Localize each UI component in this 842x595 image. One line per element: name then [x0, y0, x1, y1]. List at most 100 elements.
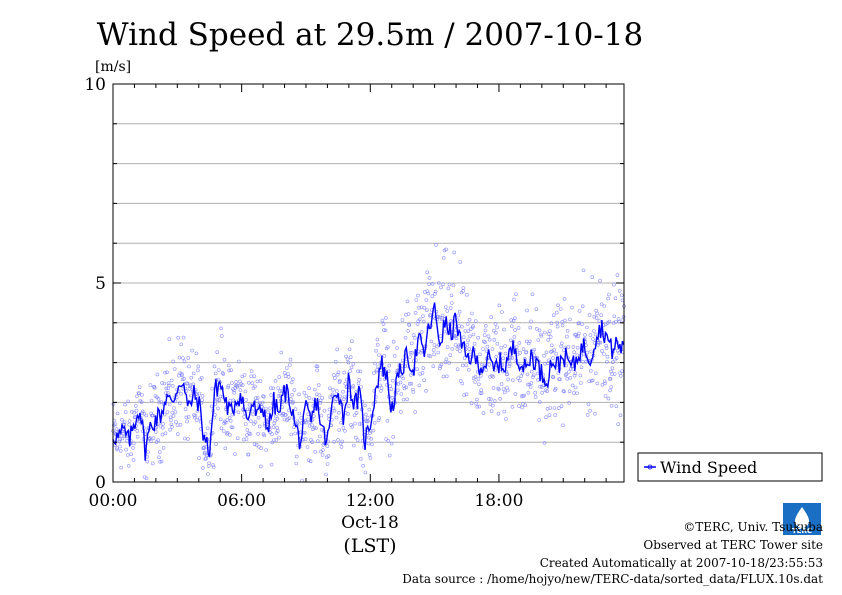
raw-sample-point [193, 415, 197, 420]
raw-sample-point [492, 338, 497, 342]
raw-sample-point [242, 414, 246, 419]
raw-sample-point [431, 348, 436, 352]
raw-sample-point [433, 289, 438, 294]
raw-sample-point [381, 322, 386, 326]
raw-sample-point [168, 427, 172, 432]
raw-sample-point [160, 432, 165, 437]
source-text: Data source : /home/hojyo/new/TERC-data/… [402, 572, 823, 586]
raw-sample-point [392, 353, 397, 358]
raw-sample-point [137, 391, 141, 396]
raw-sample-point [565, 376, 570, 381]
raw-sample-point [167, 402, 172, 407]
raw-sample-point [472, 341, 477, 346]
raw-sample-point [228, 418, 233, 423]
raw-sample-point [516, 326, 521, 330]
raw-sample-point [346, 404, 351, 408]
raw-sample-point [304, 394, 309, 398]
raw-sample-point [375, 337, 380, 342]
raw-sample-point [458, 349, 462, 354]
raw-sample-point [534, 307, 539, 312]
raw-sample-point [273, 378, 278, 383]
raw-sample-point [405, 397, 409, 402]
raw-sample-point [534, 326, 539, 331]
raw-sample-point [520, 405, 524, 410]
raw-sample-point [548, 335, 553, 339]
raw-sample-point [399, 410, 403, 414]
raw-sample-point [487, 362, 492, 367]
raw-sample-point [513, 392, 518, 396]
raw-sample-point [262, 433, 267, 438]
raw-sample-point [565, 334, 569, 339]
raw-sample-point [276, 394, 281, 398]
raw-sample-point [255, 398, 259, 403]
raw-sample-point [510, 378, 515, 383]
raw-sample-point [389, 441, 394, 446]
raw-sample-point [547, 413, 552, 418]
raw-sample-point [497, 303, 502, 308]
raw-sample-point [119, 465, 123, 470]
raw-sample-point [519, 374, 524, 378]
created-text: Created Automatically at 2007-10-18/23:5… [540, 556, 823, 570]
raw-sample-point [144, 476, 149, 481]
raw-sample-point [410, 350, 414, 355]
raw-sample-point [341, 426, 346, 430]
raw-sample-point [216, 406, 220, 411]
raw-sample-point [297, 392, 301, 397]
raw-sample-point [588, 408, 592, 413]
raw-sample-point [166, 390, 170, 395]
raw-sample-point [172, 406, 176, 410]
credits: ©TERC, Univ. Tsukuba Observed at TERC To… [402, 520, 823, 586]
raw-sample-point [123, 402, 127, 407]
raw-sample-point [299, 416, 304, 420]
raw-sample-point [195, 392, 199, 397]
raw-sample-point [377, 416, 382, 420]
raw-sample-point [275, 429, 280, 433]
x-tick-label: 00:00 [89, 491, 138, 511]
raw-sample-point [372, 371, 376, 375]
raw-sample-point [558, 307, 563, 311]
raw-sample-point [235, 436, 240, 441]
raw-sample-point [214, 442, 218, 447]
raw-sample-point [186, 415, 191, 419]
raw-sample-point [620, 369, 624, 374]
raw-sample-point [427, 282, 431, 286]
raw-sample-point [598, 340, 603, 345]
raw-sample-point [434, 243, 438, 247]
raw-sample-point [512, 297, 516, 302]
raw-sample-point [386, 438, 391, 443]
raw-sample-point [165, 370, 169, 375]
raw-sample-point [302, 390, 307, 395]
raw-sample-point [232, 390, 236, 395]
raw-sample-point [351, 384, 355, 388]
raw-sample-point [149, 439, 153, 444]
raw-sample-point [462, 356, 467, 360]
raw-sample-point [370, 442, 374, 447]
raw-sample-point [289, 432, 294, 437]
raw-sample-point [432, 352, 436, 357]
raw-sample-point [594, 308, 599, 313]
raw-sample-point [599, 302, 604, 307]
raw-sample-point [380, 318, 385, 323]
raw-sample-point [589, 349, 594, 354]
raw-sample-point [494, 354, 499, 359]
raw-sample-point [339, 445, 344, 449]
raw-sample-point [610, 360, 615, 365]
raw-sample-point [609, 403, 614, 408]
raw-sample-point [546, 332, 551, 336]
raw-sample-point [190, 348, 194, 353]
raw-sample-point [196, 368, 200, 373]
raw-sample-point [597, 340, 601, 345]
raw-sample-point [319, 427, 324, 432]
raw-sample-point [537, 400, 542, 404]
raw-sample-point [537, 328, 542, 333]
raw-sample-point [118, 448, 123, 453]
raw-sample-point [445, 345, 450, 349]
raw-sample-point [222, 429, 226, 433]
raw-sample-point [473, 380, 477, 384]
raw-sample-point [612, 372, 617, 376]
raw-sample-point [575, 353, 580, 358]
raw-sample-point [512, 316, 517, 321]
raw-sample-point [401, 397, 406, 402]
raw-sample-point [464, 363, 468, 368]
raw-sample-point [400, 318, 405, 322]
